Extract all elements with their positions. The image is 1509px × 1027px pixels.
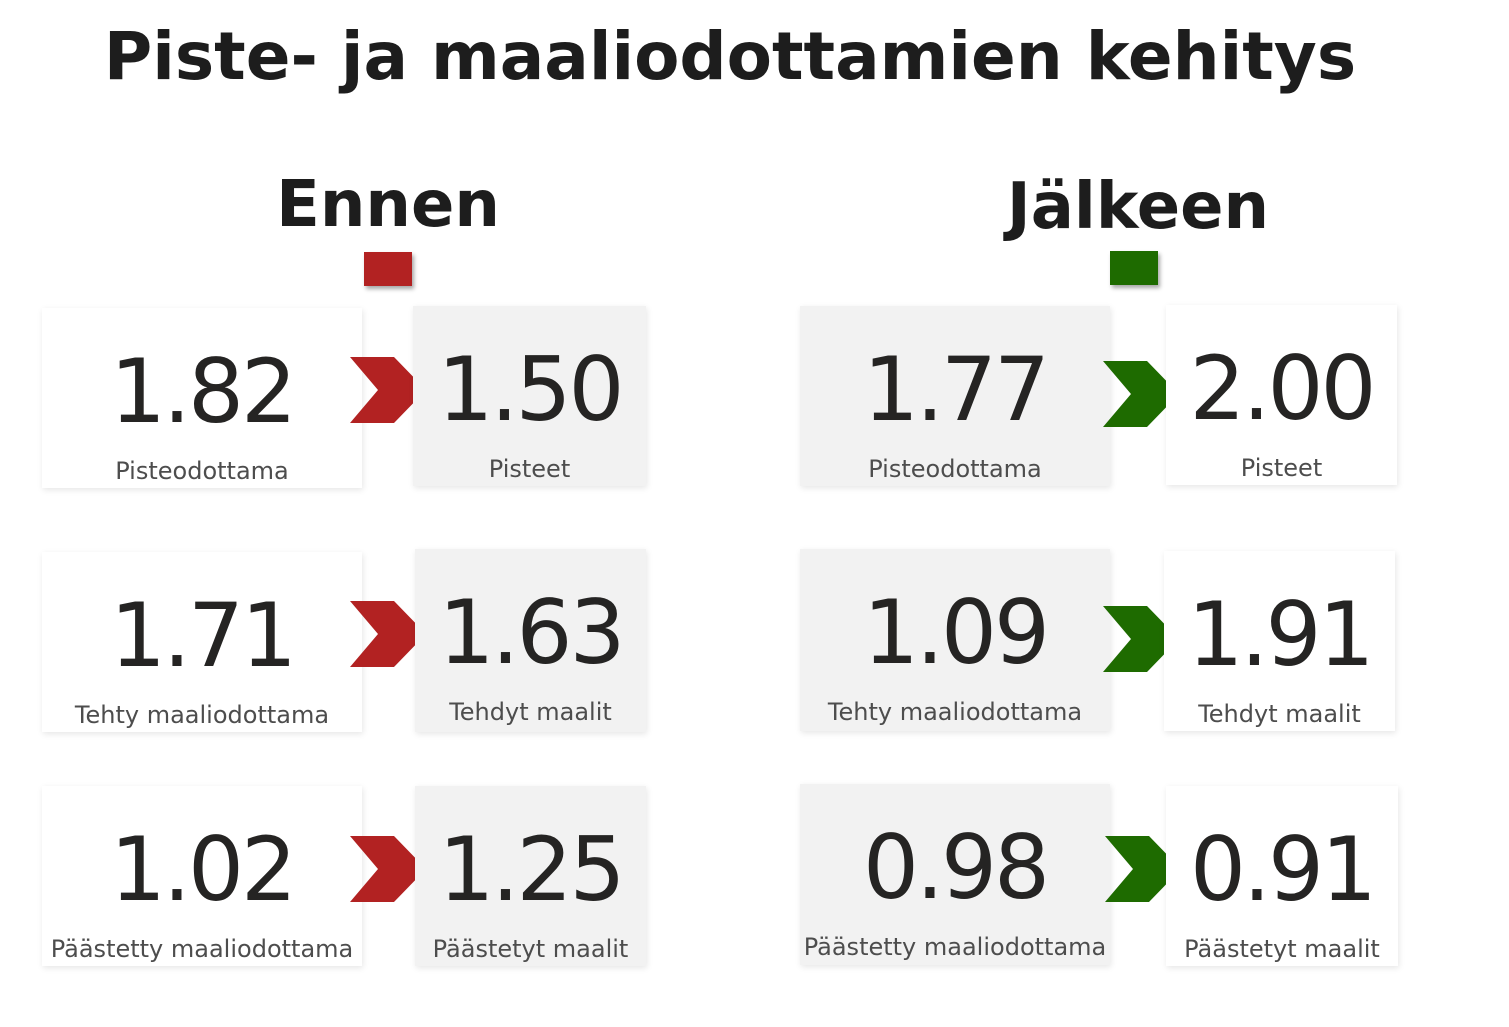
chevron-right-icon xyxy=(350,601,426,667)
kpi-label: Pisteet xyxy=(1240,454,1323,482)
before-expected-points-card: 1.82 Pisteodottama xyxy=(42,308,362,488)
chevron-right-icon xyxy=(1105,836,1181,902)
kpi-label: Päästetyt maalit xyxy=(1184,935,1380,963)
kpi-value: 1.82 xyxy=(110,340,297,443)
kpi-label: Päästetty maaliodottama xyxy=(803,933,1107,961)
kpi-label: Tehty maaliodottama xyxy=(74,701,330,729)
before-heading: Ennen xyxy=(276,168,500,242)
chevron-right-icon xyxy=(1103,606,1179,672)
after-actual-goals-for-card: 1.91 Tehdyt maalit xyxy=(1164,551,1395,731)
after-expected-points-card: 1.77 Pisteodottama xyxy=(800,306,1110,486)
chevron-right-icon xyxy=(1103,361,1179,427)
before-expected-goals-for-card: 1.71 Tehty maaliodottama xyxy=(42,552,362,732)
before-legend-swatch xyxy=(364,252,412,286)
kpi-label: Tehdyt maalit xyxy=(449,698,612,726)
kpi-value: 1.63 xyxy=(438,581,626,684)
after-actual-points-card: 2.00 Pisteet xyxy=(1166,305,1397,485)
after-legend-swatch xyxy=(1110,251,1158,285)
kpi-value: 0.91 xyxy=(1190,818,1377,921)
kpi-value: 2.00 xyxy=(1189,337,1377,440)
kpi-value: 1.50 xyxy=(437,338,625,441)
after-heading: Jälkeen xyxy=(1006,170,1270,244)
kpi-value: 1.71 xyxy=(110,584,297,687)
before-actual-points-card: 1.50 Pisteet xyxy=(413,306,646,486)
after-actual-goals-against-card: 0.91 Päästetyt maalit xyxy=(1166,786,1398,966)
kpi-label: Tehdyt maalit xyxy=(1198,700,1361,728)
kpi-value: 1.91 xyxy=(1187,583,1375,686)
before-actual-goals-for-card: 1.63 Tehdyt maalit xyxy=(415,549,646,732)
kpi-value: 1.77 xyxy=(863,338,1050,441)
kpi-label: Pisteodottama xyxy=(868,455,1042,483)
kpi-label: Tehty maaliodottama xyxy=(827,698,1083,726)
chevron-right-icon xyxy=(350,357,426,423)
before-actual-goals-against-card: 1.25 Päästetyt maalit xyxy=(415,786,646,966)
kpi-label: Pisteet xyxy=(488,455,571,483)
chevron-right-icon xyxy=(350,836,426,902)
kpi-label: Päästetyt maalit xyxy=(432,935,629,963)
kpi-value: 1.02 xyxy=(110,818,297,921)
kpi-label: Pisteodottama xyxy=(115,457,289,485)
kpi-value: 1.09 xyxy=(863,581,1050,684)
before-expected-goals-against-card: 1.02 Päästetty maaliodottama xyxy=(42,786,362,966)
kpi-label: Päästetty maaliodottama xyxy=(50,935,354,963)
after-expected-goals-against-card: 0.98 Päästetty maaliodottama xyxy=(800,784,1110,965)
page-title: Piste- ja maaliodottamien kehitys xyxy=(103,18,1357,95)
kpi-value: 1.25 xyxy=(438,818,626,921)
kpi-value: 0.98 xyxy=(863,816,1050,919)
after-expected-goals-for-card: 1.09 Tehty maaliodottama xyxy=(800,549,1110,731)
